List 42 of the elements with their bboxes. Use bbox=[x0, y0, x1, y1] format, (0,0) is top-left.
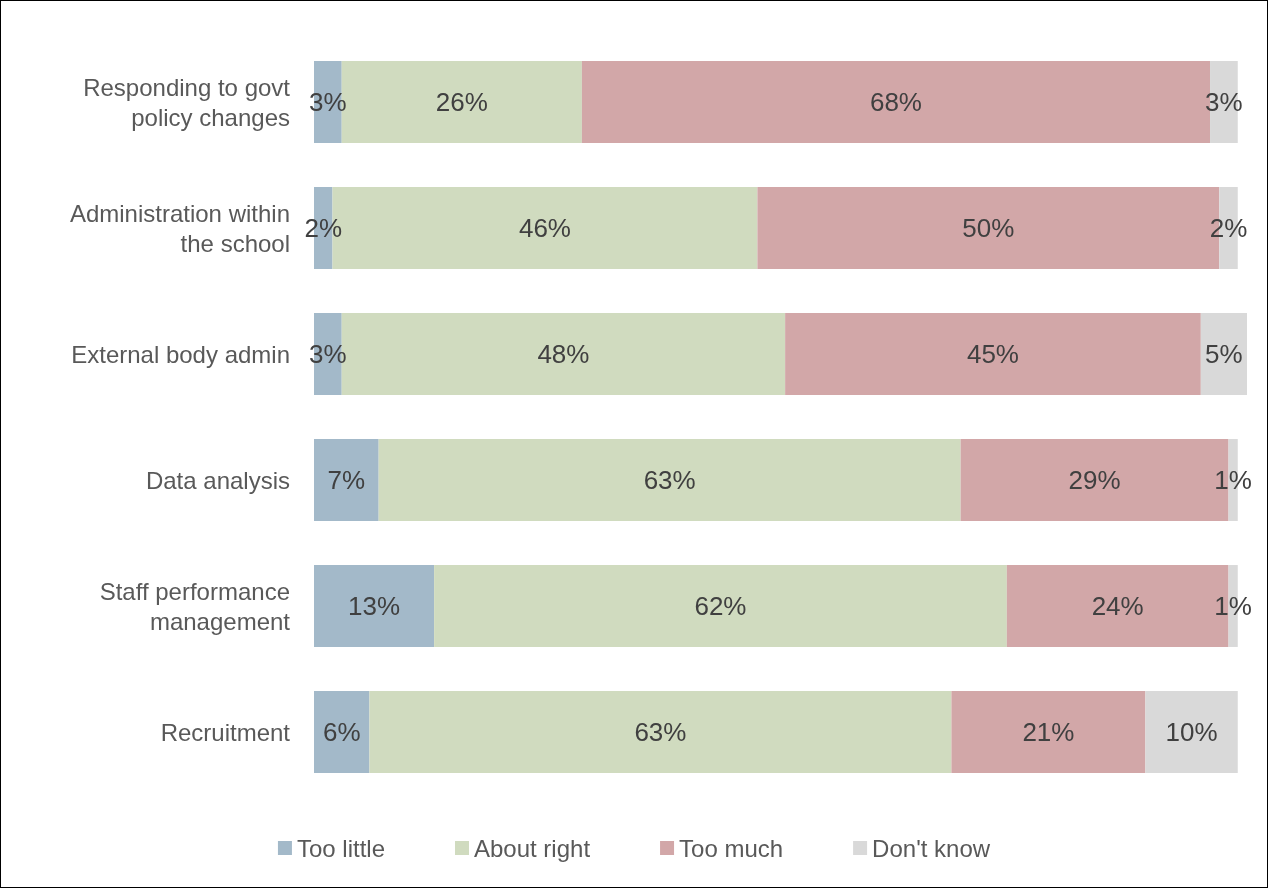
legend-label: About right bbox=[473, 834, 591, 862]
data-label: 63% bbox=[634, 717, 687, 747]
y-tick-label: Recruitment bbox=[160, 718, 291, 746]
data-label: 24% bbox=[1091, 591, 1144, 621]
data-label: 63% bbox=[643, 465, 696, 495]
data-label: 62% bbox=[694, 591, 747, 621]
legend-label: Don't know bbox=[872, 834, 991, 862]
bar bbox=[314, 565, 435, 647]
data-label: 46% bbox=[518, 213, 571, 243]
data-label: 2% bbox=[1209, 213, 1248, 243]
data-label: 7% bbox=[327, 465, 366, 495]
data-label: 6% bbox=[322, 717, 361, 747]
data-label: 29% bbox=[1068, 465, 1121, 495]
y-tick-label: Administration within the school bbox=[69, 199, 290, 257]
y-tick-label: External body admin bbox=[71, 340, 290, 368]
data-label: 50% bbox=[962, 213, 1015, 243]
bar bbox=[378, 439, 961, 521]
data-label: 2% bbox=[304, 213, 343, 243]
legend-label: Too much bbox=[679, 834, 784, 862]
bar bbox=[434, 565, 1007, 647]
bar bbox=[314, 439, 379, 521]
bar bbox=[369, 691, 952, 773]
y-tick-label: Data analysis bbox=[145, 466, 290, 494]
data-label: 68% bbox=[869, 87, 922, 117]
data-label: 10% bbox=[1165, 717, 1218, 747]
bar bbox=[951, 691, 1146, 773]
legend-label: Too little bbox=[296, 834, 385, 862]
data-label: 13% bbox=[348, 591, 401, 621]
bar bbox=[1200, 313, 1247, 395]
y-tick-label: Responding to govt policy changes bbox=[83, 73, 291, 131]
data-label: 26% bbox=[435, 87, 488, 117]
data-label: 45% bbox=[966, 339, 1019, 369]
bar bbox=[1145, 691, 1238, 773]
bar bbox=[785, 313, 1201, 395]
data-label: 48% bbox=[537, 339, 590, 369]
y-tick-label: Staff performance management bbox=[99, 577, 291, 635]
data-label: 1% bbox=[1214, 591, 1252, 621]
data-label: 1% bbox=[1214, 465, 1252, 495]
data-label: 5% bbox=[1205, 339, 1243, 369]
data-label: 21% bbox=[1022, 717, 1075, 747]
bar bbox=[314, 691, 370, 773]
data-label: 3% bbox=[1205, 87, 1243, 117]
